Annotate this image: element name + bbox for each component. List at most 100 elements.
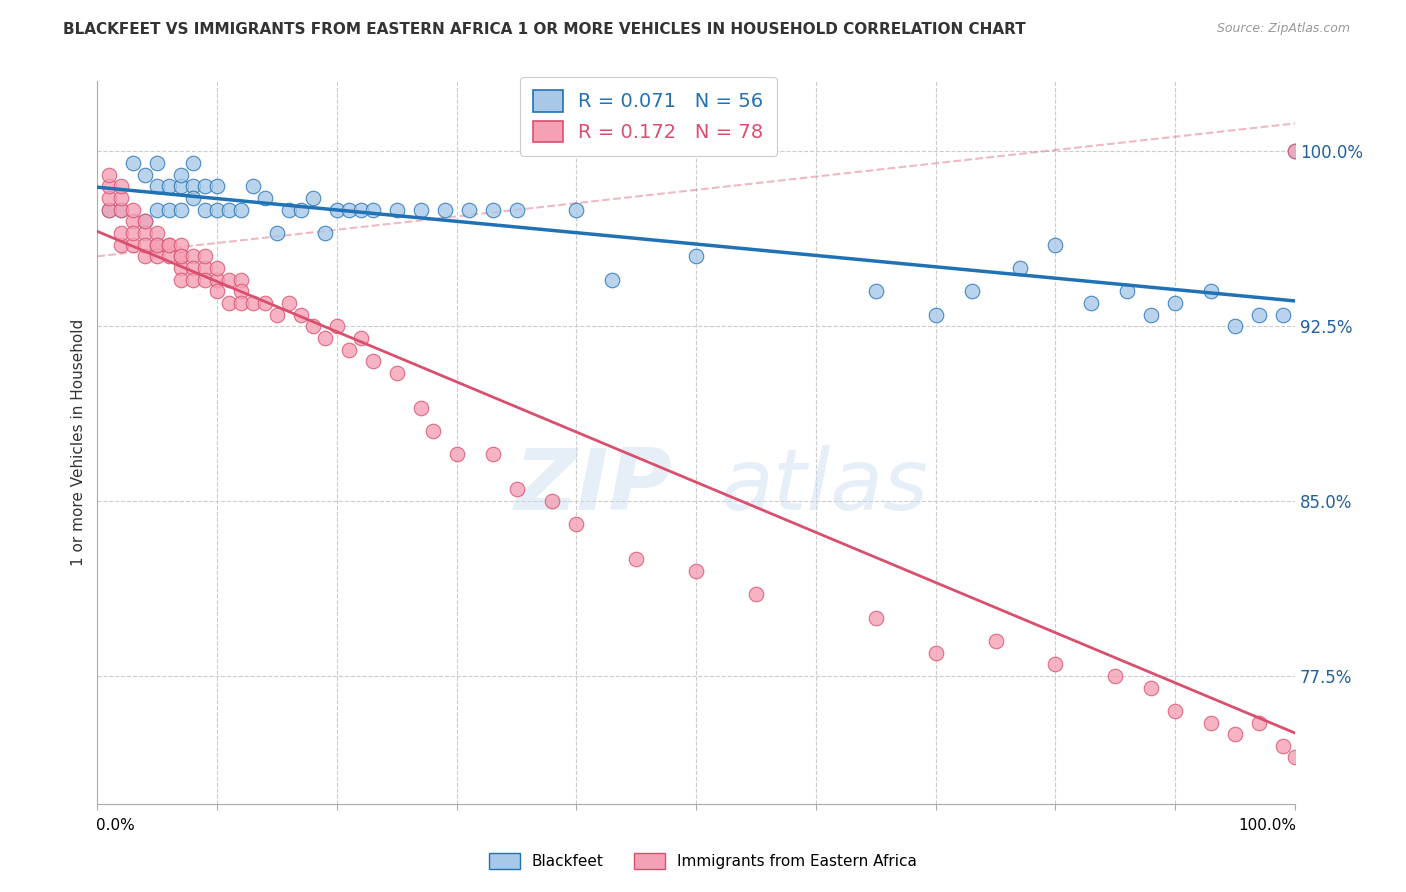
Point: [1272, 308, 1295, 322]
Point: [229, 272, 252, 286]
Point: [1284, 750, 1306, 764]
Text: ZIP: ZIP: [515, 444, 672, 528]
Point: [565, 517, 588, 532]
Legend: R = 0.071   N = 56, R = 0.172   N = 78: R = 0.071 N = 56, R = 0.172 N = 78: [520, 77, 776, 156]
Point: [146, 237, 169, 252]
Point: [242, 179, 264, 194]
Point: [242, 296, 264, 310]
Point: [181, 179, 204, 194]
Point: [110, 237, 132, 252]
Point: [146, 179, 169, 194]
Point: [409, 202, 432, 217]
Point: [98, 202, 121, 217]
Point: [266, 308, 288, 322]
Legend: Blackfeet, Immigrants from Eastern Africa: Blackfeet, Immigrants from Eastern Afric…: [482, 847, 924, 875]
Point: [157, 202, 180, 217]
Point: [134, 214, 156, 228]
Point: [1272, 739, 1295, 753]
Point: [337, 343, 360, 357]
Text: Source: ZipAtlas.com: Source: ZipAtlas.com: [1216, 22, 1350, 36]
Point: [134, 249, 156, 263]
Point: [433, 202, 456, 217]
Point: [984, 634, 1007, 648]
Point: [170, 168, 193, 182]
Point: [122, 226, 145, 240]
Point: [1080, 296, 1102, 310]
Point: [326, 202, 349, 217]
Point: [1116, 285, 1139, 299]
Point: [170, 249, 193, 263]
Point: [457, 202, 479, 217]
Point: [157, 179, 180, 194]
Point: [960, 285, 983, 299]
Point: [337, 202, 360, 217]
Point: [1104, 669, 1126, 683]
Point: [409, 401, 432, 415]
Point: [170, 272, 193, 286]
Point: [110, 202, 132, 217]
Point: [685, 249, 707, 263]
Point: [1045, 237, 1067, 252]
Point: [122, 202, 145, 217]
Point: [1008, 260, 1031, 275]
Point: [229, 202, 252, 217]
Point: [194, 249, 217, 263]
Text: 0.0%: 0.0%: [96, 818, 135, 833]
Point: [134, 214, 156, 228]
Point: [1045, 657, 1067, 672]
Point: [170, 202, 193, 217]
Point: [205, 272, 228, 286]
Point: [146, 226, 169, 240]
Point: [194, 272, 217, 286]
Point: [181, 249, 204, 263]
Point: [98, 168, 121, 182]
Point: [122, 237, 145, 252]
Point: [865, 610, 887, 624]
Text: 100.0%: 100.0%: [1239, 818, 1296, 833]
Point: [122, 214, 145, 228]
Point: [602, 272, 624, 286]
Point: [626, 552, 648, 566]
Point: [278, 202, 301, 217]
Point: [385, 202, 408, 217]
Point: [218, 296, 240, 310]
Point: [505, 202, 527, 217]
Point: [181, 191, 204, 205]
Point: [170, 249, 193, 263]
Point: [1284, 145, 1306, 159]
Point: [925, 308, 948, 322]
Point: [146, 202, 169, 217]
Point: [110, 179, 132, 194]
Point: [98, 179, 121, 194]
Point: [1164, 296, 1187, 310]
Point: [170, 179, 193, 194]
Point: [1249, 308, 1271, 322]
Point: [229, 285, 252, 299]
Point: [205, 179, 228, 194]
Point: [302, 319, 325, 334]
Point: [110, 191, 132, 205]
Point: [1223, 319, 1246, 334]
Point: [122, 156, 145, 170]
Point: [541, 494, 564, 508]
Point: [134, 168, 156, 182]
Point: [1199, 285, 1222, 299]
Point: [326, 319, 349, 334]
Point: [1249, 715, 1271, 730]
Point: [925, 646, 948, 660]
Point: [302, 191, 325, 205]
Point: [205, 202, 228, 217]
Point: [146, 237, 169, 252]
Point: [505, 483, 527, 497]
Point: [194, 202, 217, 217]
Point: [361, 354, 384, 368]
Point: [181, 260, 204, 275]
Point: [278, 296, 301, 310]
Point: [194, 260, 217, 275]
Point: [290, 308, 312, 322]
Point: [290, 202, 312, 217]
Point: [1284, 145, 1306, 159]
Point: [218, 272, 240, 286]
Point: [181, 272, 204, 286]
Point: [685, 564, 707, 578]
